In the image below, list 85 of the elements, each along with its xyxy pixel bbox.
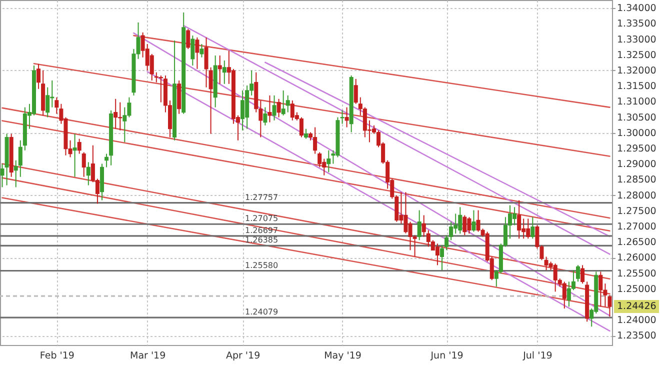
y-tick-label: 1.34000: [617, 3, 656, 14]
ref-line-label: 1.27757: [245, 192, 278, 202]
y-tick-label: 1.29500: [617, 143, 656, 154]
ref-line-label: 1.25580: [245, 260, 278, 270]
candlestick: [276, 98, 281, 118]
candlestick: [186, 28, 190, 50]
candlestick: [576, 264, 580, 282]
candlestick: [268, 94, 272, 123]
y-tick-label: 1.33500: [617, 18, 656, 30]
x-tick-label: Jul '19: [522, 350, 552, 362]
y-tick-label: 1.28000: [617, 190, 656, 202]
y-tick-label: 1.32000: [617, 65, 656, 76]
candlestick: [344, 106, 349, 128]
y-tick-label: 1.29000: [617, 159, 656, 170]
y-tick-label: 1.27000: [617, 221, 656, 232]
candlestick: [417, 210, 422, 241]
y-tick-label: 1.23500: [617, 330, 656, 342]
candlestick: [240, 90, 245, 131]
candlestick: [444, 234, 449, 251]
x-tick-label: Jun '19: [430, 350, 464, 362]
candlestick: [208, 66, 213, 134]
x-tick-label: Apr '19: [226, 350, 260, 362]
candlestick: [440, 244, 444, 271]
candlestick: [517, 200, 522, 240]
y-tick-label: 1.31000: [617, 96, 656, 108]
candlestick: [36, 63, 41, 90]
candlestick: [158, 74, 163, 103]
y-tick-label: 1.31500: [617, 81, 656, 92]
candlestick: [18, 140, 22, 178]
candlestick: [286, 94, 290, 113]
candlestick: [562, 281, 566, 310]
candlestick: [340, 110, 344, 124]
candlestick: [54, 96, 59, 114]
x-tick-label: May '19: [324, 350, 362, 362]
ref-line-label: 1.24079: [245, 308, 278, 317]
candlestick: [72, 133, 77, 178]
candlestick: [326, 150, 331, 173]
y-tick-label: 1.26500: [617, 237, 656, 248]
candlestick: [82, 152, 86, 178]
candlestick: [263, 106, 268, 126]
candlestick: [422, 214, 426, 238]
candlestick: [190, 35, 195, 66]
y-tick-label: 1.33000: [617, 34, 656, 46]
y-tick-label: 1.28500: [617, 174, 656, 186]
candlestick: [272, 94, 276, 121]
candlestick: [530, 216, 535, 240]
candlestick: [104, 153, 109, 168]
candlestick: [0, 163, 4, 188]
candlestick: [354, 78, 358, 104]
candlestick: [122, 106, 127, 143]
ref-line-label: 1.27075: [245, 214, 278, 224]
candlestick: [86, 162, 90, 186]
candlestick: [580, 264, 585, 284]
candlestick: [318, 152, 322, 168]
candlestick: [449, 221, 454, 241]
candlestick: [218, 55, 222, 84]
y-tick-label: 1.30500: [617, 112, 656, 124]
candlestick: [114, 98, 118, 130]
text: 1.24426: [614, 300, 660, 313]
y-tick-label: 1.25000: [617, 284, 656, 295]
y-tick-label: 1.30000: [617, 128, 656, 139]
y-tick-label: 1.24000: [617, 315, 656, 326]
y-tick-label: 1.25500: [617, 268, 656, 280]
ref-line-label: 1.26385: [245, 236, 278, 245]
candlestick: [304, 128, 308, 140]
y-tick-label: 1.27500: [617, 206, 656, 217]
candlestick: [608, 294, 612, 318]
candlestick: [598, 271, 603, 308]
candlestick: [299, 116, 304, 138]
candlestick: [222, 60, 226, 84]
candlestick: [472, 210, 476, 232]
candlestick: [200, 43, 204, 58]
candlestick: [46, 86, 50, 118]
candlestick: [462, 214, 467, 236]
candlestick: [204, 36, 208, 88]
candlestick: [77, 138, 82, 154]
candlestick: [14, 160, 18, 188]
y-tick-label: 1.26000: [617, 252, 656, 264]
candlestick: [281, 90, 286, 116]
x-tick-label: Mar '19: [130, 350, 166, 362]
ref-line-label: 1.26697: [245, 226, 278, 235]
candlestick: [195, 36, 200, 70]
x-tick-label: Feb '19: [40, 350, 74, 362]
candlestick: [435, 243, 440, 266]
y-tick-label: 1.32500: [617, 50, 656, 61]
